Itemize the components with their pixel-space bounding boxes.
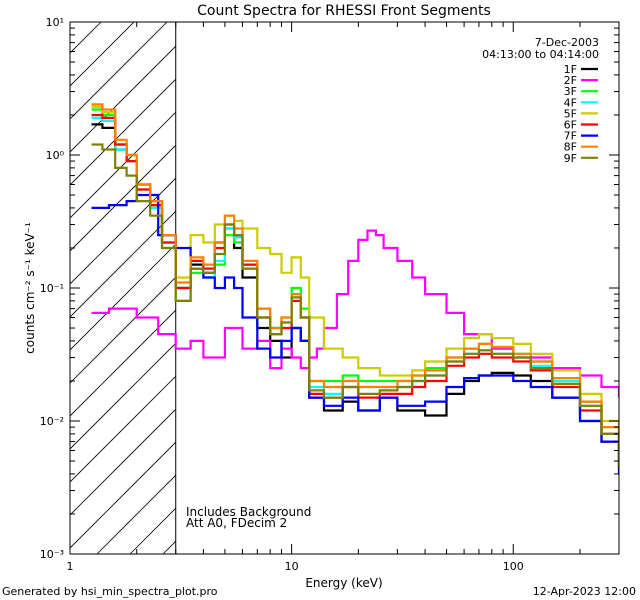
legend-label-3f: 3F <box>564 85 577 98</box>
footer-timestamp: 12-Apr-2023 12:00 <box>533 585 636 598</box>
x-tick-label: 1 <box>67 560 74 573</box>
series-line-9f <box>91 143 619 468</box>
hatch-line <box>70 111 176 219</box>
footer-generator: Generated by hsi_min_spectra_plot.pro <box>2 585 218 598</box>
y-tick-label: 10⁻² <box>40 415 64 428</box>
annotation-attenuator: Att A0, FDecim 2 <box>186 516 287 530</box>
x-tick-label: 10 <box>285 560 299 573</box>
hatch-line <box>70 408 176 516</box>
y-tick-label: 10⁰ <box>46 149 65 162</box>
hatch-line <box>70 342 176 450</box>
legend-label-7f: 7F <box>564 130 577 143</box>
date-label: 7-Dec-2003 <box>535 36 599 49</box>
legend-label-8f: 8F <box>564 141 577 154</box>
legend-label-2f: 2F <box>564 74 577 87</box>
legend-label-6f: 6F <box>564 119 577 132</box>
legend-label-1f: 1F <box>564 63 577 76</box>
y-axis-label: counts cm⁻² s⁻¹ keV⁻¹ <box>23 222 37 354</box>
legend-label-4f: 4F <box>564 96 577 109</box>
series-group <box>91 103 619 474</box>
axis-ticks: 1 10 100 10⁻³ 10⁻² 10⁻¹ 10⁰ 10¹ <box>40 16 620 573</box>
y-tick-label: 10⁻¹ <box>40 282 64 295</box>
legend-label-5f: 5F <box>564 107 577 120</box>
chart-title: Count Spectra for RHESSI Front Segments <box>197 3 491 19</box>
annotation-background: Includes Background <box>186 505 311 519</box>
legend-label-9f: 9F <box>564 152 577 165</box>
hatch-line <box>70 375 176 483</box>
time-range-label: 04:13:00 to 04:14:00 <box>482 48 599 61</box>
x-tick-label: 100 <box>503 560 524 573</box>
y-tick-label: 10¹ <box>46 16 64 29</box>
x-axis-label: Energy (keV) <box>305 576 382 590</box>
y-tick-label: 10⁻³ <box>40 548 64 561</box>
